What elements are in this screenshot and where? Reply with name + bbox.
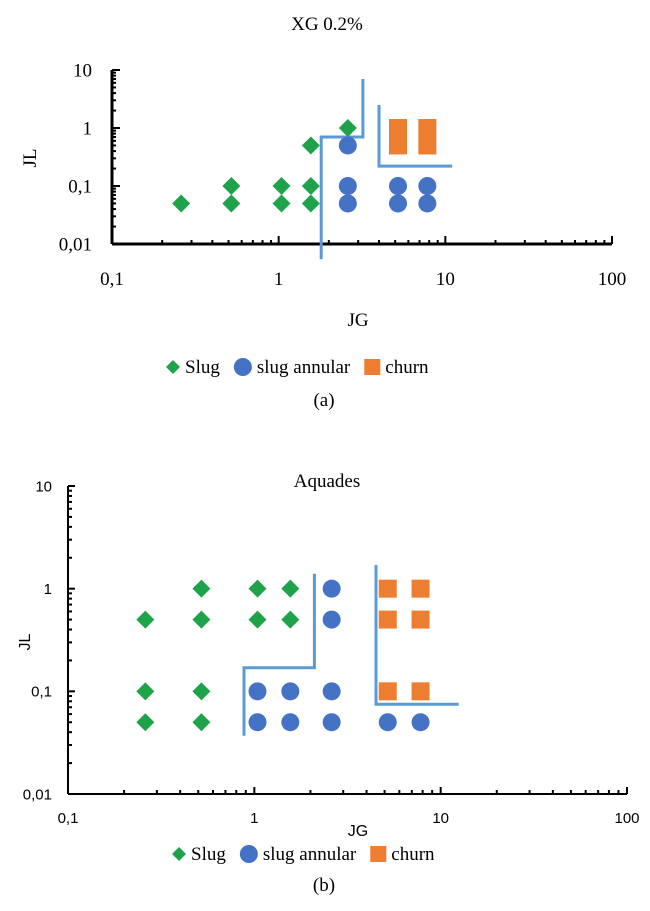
slug-annular-point — [322, 610, 341, 629]
slug-annular-point — [248, 713, 267, 732]
y-axis-label: JL — [20, 149, 41, 168]
legend-marker-square — [364, 359, 381, 375]
slug-point — [136, 682, 155, 701]
legend-label: slug annular — [257, 357, 351, 378]
x-tick-label: 0,1 — [100, 269, 124, 290]
slug-point — [281, 610, 300, 629]
legend: Slug slug annular churn — [172, 844, 435, 865]
slug-point — [222, 177, 241, 195]
chart-title: XG 0.2% — [291, 14, 363, 35]
legend: Slug slug annular churn — [166, 357, 429, 378]
legend-label: churn — [385, 357, 429, 378]
y-tick-label: 0,1 — [68, 177, 92, 198]
slug-annular-point — [338, 177, 357, 195]
slug-annular-point — [281, 713, 300, 732]
slug-point — [248, 610, 267, 629]
legend-marker-circle — [239, 845, 258, 863]
legend-label: Slug — [185, 357, 220, 378]
slug-annular-point — [389, 194, 408, 213]
y-tick-label: 0,01 — [23, 786, 52, 803]
churn-point — [418, 136, 437, 155]
y-tick-label: 10 — [35, 478, 52, 495]
x-axis-label: JG — [348, 823, 368, 840]
legend-marker-diamond — [166, 360, 180, 374]
churn-point — [378, 610, 397, 629]
slug-point — [338, 119, 357, 137]
y-tick-label: 0,1 — [31, 684, 52, 701]
slug-annular-point — [411, 713, 430, 732]
churn-point — [378, 579, 397, 598]
x-axis-label: JG — [347, 310, 368, 331]
panel-label-b: (b) — [313, 875, 335, 896]
legend-label: churn — [391, 844, 435, 865]
slug-annular-point — [418, 194, 437, 213]
slug-point — [222, 194, 241, 213]
regime-boundary-line — [377, 104, 453, 168]
slug-annular-point — [389, 177, 408, 195]
slug-point — [136, 713, 155, 732]
slug-point — [192, 579, 211, 598]
churn-point — [411, 682, 430, 701]
slug-point — [281, 579, 300, 598]
legend-marker-diamond — [172, 847, 186, 861]
chart-panel-a: XG 0.2% JL JG 0,1 1 10 100 0,01 0,1 1 10 Slug sl… — [20, 14, 626, 411]
y-tick-label: 1 — [44, 581, 52, 598]
x-tick-label: 0,1 — [58, 810, 79, 827]
churn-point — [378, 682, 397, 701]
x-tick-label: 100 — [614, 810, 639, 827]
slug-point — [172, 194, 191, 213]
slug-annular-point — [378, 713, 397, 732]
x-tick-label: 1 — [274, 269, 284, 290]
churn-point — [418, 119, 437, 137]
chart-panel-b: Aquades JL JG 0,1 1 10 100 0,01 0,1 1 10 Slug sl… — [17, 471, 640, 896]
slug-point — [136, 610, 155, 629]
regime-boundary-line — [374, 565, 459, 706]
data-points — [136, 579, 430, 732]
churn-point — [411, 610, 430, 629]
regime-boundary-line — [319, 79, 365, 260]
slug-point — [192, 713, 211, 732]
slug-point — [301, 177, 320, 195]
axes: 0,1 1 10 100 0,01 0,1 1 10 — [59, 61, 627, 290]
regime-boundaries — [319, 79, 453, 260]
y-tick-label: 10 — [73, 61, 92, 82]
slug-point — [192, 682, 211, 701]
x-tick-label: 1 — [250, 810, 258, 827]
slug-annular-point — [338, 136, 357, 155]
data-points — [172, 119, 437, 213]
axes: 0,1 1 10 100 0,01 0,1 1 10 — [23, 478, 640, 827]
churn-point — [389, 136, 408, 155]
panel-label-a: (a) — [313, 390, 334, 411]
chart-title: Aquades — [294, 471, 360, 492]
y-tick-label: 1 — [83, 119, 93, 140]
slug-annular-point — [248, 682, 267, 701]
regime-boundaries — [242, 565, 459, 736]
y-axis-label: JL — [17, 633, 34, 650]
legend-label: slug annular — [263, 844, 357, 865]
slug-annular-point — [281, 682, 300, 701]
slug-annular-point — [322, 713, 341, 732]
slug-annular-point — [322, 579, 341, 598]
slug-point — [301, 194, 320, 213]
slug-annular-point — [338, 194, 357, 213]
churn-point — [411, 579, 430, 598]
y-tick-label: 0,01 — [59, 235, 92, 256]
x-tick-label: 10 — [436, 269, 455, 290]
churn-point — [389, 119, 408, 137]
slug-annular-point — [418, 177, 437, 195]
slug-point — [272, 194, 291, 213]
slug-annular-point — [322, 682, 341, 701]
regime-boundary-line — [242, 573, 316, 736]
legend-label: Slug — [191, 844, 226, 865]
legend-marker-circle — [233, 358, 252, 376]
x-tick-label: 10 — [432, 810, 449, 827]
slug-point — [248, 579, 267, 598]
legend-marker-square — [370, 846, 387, 862]
slug-point — [272, 177, 291, 195]
slug-point — [301, 136, 320, 155]
x-tick-label: 100 — [598, 269, 627, 290]
slug-point — [192, 610, 211, 629]
